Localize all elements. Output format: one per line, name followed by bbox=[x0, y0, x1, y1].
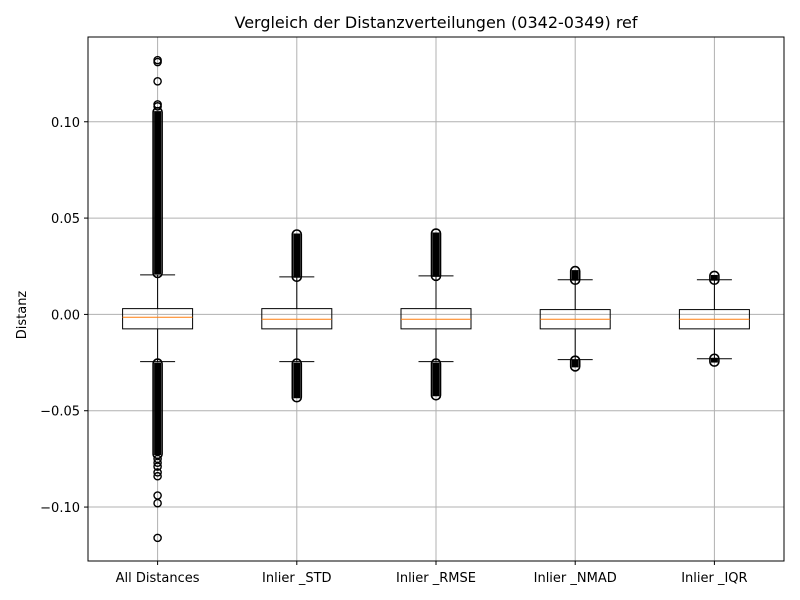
y-tick-label: 0.10 bbox=[51, 116, 80, 131]
box-2-flier-cluster bbox=[291, 358, 303, 403]
chart-title: Vergleich der Distanzverteilungen (0342-… bbox=[234, 13, 637, 32]
box-5-flier-cluster bbox=[709, 270, 720, 285]
box-1-outlier-point bbox=[153, 55, 162, 65]
box-1-outlier-point bbox=[153, 458, 162, 468]
box-2-flier-cluster bbox=[291, 229, 303, 283]
x-tick-label: All Distances bbox=[116, 571, 200, 586]
x-tick-label: Inlier _RMSE bbox=[396, 571, 476, 586]
box-1-outlier-point bbox=[153, 471, 162, 481]
plot-area: −0.10 −0.05 0.00 0.05 0.10 All Distances Inlie… bbox=[40, 36, 785, 586]
y-tick-label: 0.05 bbox=[51, 212, 80, 227]
box-4-flier-cluster bbox=[569, 355, 581, 372]
y-axis-label: Distanz bbox=[15, 291, 30, 340]
axes-frame bbox=[87, 36, 785, 562]
box-1-outlier-point bbox=[153, 491, 162, 500]
y-tick-label: 0.00 bbox=[51, 308, 80, 323]
box-1-iqr-box bbox=[122, 308, 194, 330]
box-1-outlier-point bbox=[153, 77, 162, 86]
box-1-outlier-point bbox=[153, 100, 162, 109]
x-tick-label: Inlier _NMAD bbox=[534, 571, 617, 586]
x-tick-label: Inlier _STD bbox=[262, 571, 331, 586]
box-1-outlier-point bbox=[153, 468, 162, 477]
box-3-flier-cluster bbox=[430, 228, 442, 282]
box-3-flier-cluster bbox=[430, 358, 442, 401]
box-1-outlier-point bbox=[153, 454, 162, 464]
box-1-outlier-point bbox=[153, 533, 162, 543]
box-5-flier-cluster bbox=[709, 353, 720, 367]
box-4-flier-cluster bbox=[569, 265, 581, 285]
y-tick-label: −0.05 bbox=[40, 405, 80, 420]
y-tick-label: −0.10 bbox=[40, 501, 80, 516]
x-tick-label: Inlier _IQR bbox=[681, 571, 747, 586]
